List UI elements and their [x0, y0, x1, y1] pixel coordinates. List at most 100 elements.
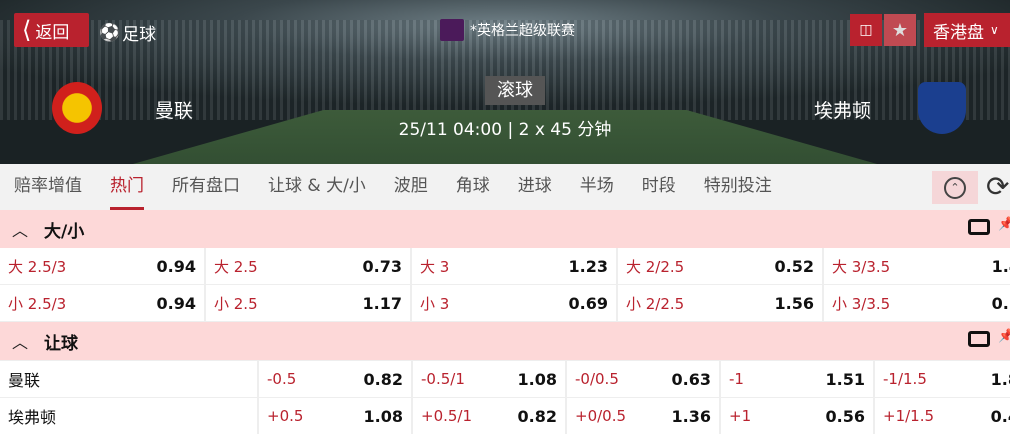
odds-cell[interactable]: 小 3/3.5 0.5: [824, 285, 1010, 321]
odds-cell[interactable]: 大 2/2.5 0.52: [618, 248, 822, 284]
odds-value: 0.82: [363, 369, 403, 389]
odds-line: +1: [729, 407, 752, 425]
section-header[interactable]: ︿ 让球 📌: [0, 322, 1010, 360]
match-time: 25/11 04:00 | 2 x 45 分钟: [398, 120, 612, 140]
odds-cell[interactable]: 大 3/3.5 1.4: [824, 248, 1010, 284]
tab-6[interactable]: 进球: [517, 176, 552, 196]
odds-line: +0/0.5: [575, 407, 627, 425]
odds-value: 0.73: [362, 256, 402, 276]
odds-line: -1/1.5: [883, 370, 927, 388]
market-tabs: 赔率增值 热门 所有盘口 让球 & 大/小 波胆 角球 进球 半场 时段 特别投注: [0, 164, 1010, 210]
sport-link[interactable]: ⚽ 足球: [99, 20, 156, 46]
match-duration: 2 x 45 分钟: [518, 120, 612, 140]
odds-line: -0.5: [267, 370, 297, 388]
odds-value: 0.94: [156, 256, 196, 276]
chevron-down-icon: ∨: [990, 23, 999, 37]
collapse-all-button[interactable]: ⌃: [932, 171, 978, 204]
odds-value: 0.52: [774, 256, 814, 276]
odds-value: 1.56: [774, 293, 814, 313]
pin-icon[interactable]: 📌: [998, 217, 1010, 232]
odds-line: -0/0.5: [575, 370, 619, 388]
odds-value: 1.23: [568, 256, 608, 276]
odds-cell[interactable]: -0.5 0.82: [259, 361, 411, 397]
soccer-ball-icon: ⚽: [99, 22, 121, 43]
table-row: 小 2.5/3 0.94 小 2.5 1.17 小 3 0.69 小 2/2.5 1.56 小 …: [0, 285, 1010, 321]
home-team-name: 曼联: [155, 100, 194, 122]
odds-value: 0.4: [990, 406, 1010, 426]
odds-cell[interactable]: +1/1.5 0.4: [875, 398, 1010, 434]
cash-out-icon[interactable]: [968, 331, 990, 347]
tab-3[interactable]: 让球 & 大/小: [268, 176, 366, 196]
league-name: *英格兰超级联赛: [470, 23, 575, 39]
tab-7[interactable]: 半场: [579, 176, 614, 196]
star-icon: ★: [891, 19, 909, 41]
odds-cell[interactable]: 小 2.5 1.17: [206, 285, 410, 321]
odds-cell[interactable]: +0.5 1.08: [259, 398, 411, 434]
odds-cell[interactable]: 小 3 0.69: [412, 285, 616, 321]
odds-cell[interactable]: +1 0.56: [721, 398, 873, 434]
tab-4[interactable]: 波胆: [393, 176, 428, 196]
premier-league-logo: [440, 19, 464, 41]
odds-value: 1.36: [671, 406, 711, 426]
tab-5[interactable]: 角球: [455, 176, 490, 196]
match-datetime: 25/11 04:00: [398, 120, 503, 140]
odds-line: 大 3/3.5: [832, 257, 891, 276]
odds-cell[interactable]: -0/0.5 0.63: [567, 361, 719, 397]
odds-line: 小 2/2.5: [626, 294, 685, 313]
pin-icon[interactable]: 📌: [998, 329, 1010, 344]
tab-1[interactable]: 热门: [96, 164, 158, 210]
pitch-view-button[interactable]: ◫: [850, 14, 882, 46]
table-row: 埃弗顿 +0.5 1.08 +0.5/1 0.82 +0/0.5 1.36 +1 0.56 +1/…: [0, 398, 1010, 434]
odds-format-select[interactable]: 香港盘 ∨: [924, 13, 1010, 47]
odds-line: 小 3: [420, 294, 450, 313]
odds-value: 1.8: [990, 369, 1010, 389]
odds-format-label: 香港盘: [933, 22, 984, 43]
team-name: 曼联: [0, 361, 257, 397]
tab-2[interactable]: 所有盘口: [172, 176, 240, 196]
odds-cell[interactable]: 小 2/2.5 1.56: [618, 285, 822, 321]
tab-9[interactable]: 特别投注: [703, 176, 772, 196]
odds-cell[interactable]: +0.5/1 0.82: [413, 398, 565, 434]
tab-8[interactable]: 时段: [641, 176, 676, 196]
odds-cell[interactable]: 小 2.5/3 0.94: [0, 285, 204, 321]
odds-cell[interactable]: +0/0.5 1.36: [567, 398, 719, 434]
odds-cell[interactable]: 大 2.5/3 0.94: [0, 248, 204, 284]
home-team-crest: [52, 82, 102, 134]
chevron-up-icon: ︿: [12, 221, 29, 240]
section-header[interactable]: ︿ 大/小 📌: [0, 210, 1010, 248]
odds-line: 大 2.5/3: [8, 257, 67, 276]
odds-cell[interactable]: -1 1.51: [721, 361, 873, 397]
odds-line: -1: [729, 370, 744, 388]
tab-0[interactable]: 赔率增值: [14, 176, 82, 196]
odds-value: 0.63: [671, 369, 711, 389]
league-title: *英格兰超级联赛: [440, 19, 575, 41]
back-button[interactable]: ⟨ 返回: [14, 13, 89, 47]
odds-value: 1.51: [825, 369, 865, 389]
odds-value: 0.82: [517, 406, 557, 426]
favorite-button[interactable]: ★: [884, 14, 916, 46]
live-badge: 滚球: [485, 76, 545, 105]
odds-cell[interactable]: 大 2.5 0.73: [206, 248, 410, 284]
refresh-icon[interactable]: ⟳: [986, 170, 1010, 203]
odds-line: -0.5/1: [421, 370, 465, 388]
away-team-crest: [918, 82, 966, 134]
team-name: 埃弗顿: [0, 398, 257, 434]
odds-cell[interactable]: -1/1.5 1.8: [875, 361, 1010, 397]
odds-line: 大 3: [420, 257, 450, 276]
odds-cell[interactable]: 大 3 1.23: [412, 248, 616, 284]
section-title: 让球: [44, 333, 78, 354]
odds-value: 0.94: [156, 293, 196, 313]
odds-line: 小 3/3.5: [832, 294, 891, 313]
odds-value: 1.4: [991, 256, 1010, 276]
back-label: 返回: [35, 22, 70, 43]
odds-line: 大 2/2.5: [626, 257, 685, 276]
odds-line: 大 2.5: [214, 257, 258, 276]
odds-value: 1.08: [363, 406, 403, 426]
away-team-name: 埃弗顿: [814, 100, 872, 122]
odds-line: 小 2.5/3: [8, 294, 67, 313]
odds-cell[interactable]: -0.5/1 1.08: [413, 361, 565, 397]
table-row: 曼联 -0.5 0.82 -0.5/1 1.08 -0/0.5 0.63 -1 1.51 -1/1…: [0, 361, 1010, 397]
odds-value: 1.17: [362, 293, 402, 313]
cash-out-icon[interactable]: [968, 219, 990, 235]
chevron-up-icon: ︿: [12, 333, 29, 352]
